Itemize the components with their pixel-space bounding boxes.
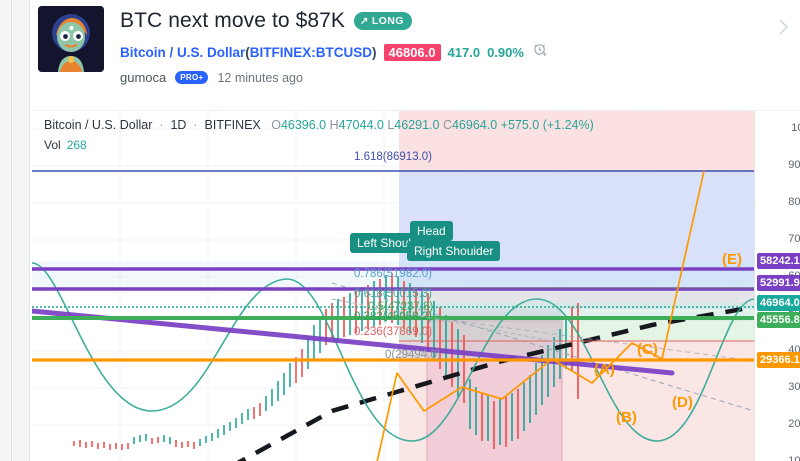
price-axis[interactable]: 10000090000.080000.070000.060000.050000.… xyxy=(754,111,800,461)
ohlc-h-label: H xyxy=(329,118,339,132)
legend-interval: 1D xyxy=(170,118,187,132)
price-axis-tick: 90000.0 xyxy=(788,159,800,171)
fibonacci-level-label: 0.786(51982.0) xyxy=(354,268,433,280)
timestamp: 12 minutes ago xyxy=(217,70,303,85)
volume-label: Vol xyxy=(44,138,61,152)
chart-container[interactable]: Bitcoin / U.S. Dollar · 1D · BITFINEX O4… xyxy=(32,110,800,461)
price-axis-label-pill: 45556.8 xyxy=(757,312,800,328)
price-axis-tick: 10000.0 xyxy=(788,455,800,461)
price-axis-label-pill: 29366.1 xyxy=(757,352,800,368)
pattern-tag: Head xyxy=(410,221,453,241)
volume-legend: Vol 268 xyxy=(44,138,87,152)
price-axis-tick: 100000 xyxy=(791,122,800,134)
fibonacci-level-label: 0.618(50015.3) xyxy=(354,288,433,300)
idea-header: BTC next move to $87K ↗ LONG Bitcoin / U… xyxy=(32,0,800,100)
page-title: BTC next move to $87K xyxy=(120,9,346,32)
meta-row: gumoca PRO+ 12 minutes ago xyxy=(120,70,303,85)
pattern-tag: Right Shouider xyxy=(407,241,501,261)
elliott-wave-label: (B) xyxy=(616,409,637,426)
ohlc-close: 46964.0 xyxy=(451,118,498,132)
ohlc-o-label: O xyxy=(271,118,281,132)
ohlc-l-label: L xyxy=(387,118,395,132)
volume-value: 268 xyxy=(66,138,87,152)
ohlc-low: 46291.0 xyxy=(394,118,440,132)
price-axis-tick: 20000.0 xyxy=(788,418,800,430)
chevron-right-icon[interactable] xyxy=(773,14,795,40)
ohlc-change-pct: (+1.24%) xyxy=(542,118,594,132)
ohlc-c-label: C xyxy=(442,118,452,132)
chart-canvas xyxy=(32,111,754,461)
fibonacci-level-label: 0.5(47237.8) xyxy=(368,301,434,313)
ohlc-high: 47044.0 xyxy=(338,118,384,132)
title-row: BTC next move to $87K ↗ LONG xyxy=(120,9,412,33)
symbol-ticker: BITFINEX:BTCUSD xyxy=(249,44,373,60)
chart-plot-area[interactable]: Bitcoin / U.S. Dollar · 1D · BITFINEX O4… xyxy=(32,111,754,461)
change-percent: 0.90% xyxy=(487,44,524,60)
paren-open: ( xyxy=(245,44,250,60)
pro-badge: PRO+ xyxy=(175,71,209,84)
pattern-tag: Left Shoul xyxy=(350,233,419,253)
alarm-clock-add-icon[interactable] xyxy=(533,42,548,62)
change-absolute: 417.0 xyxy=(447,44,481,60)
fibonacci-level-label: 1.618(86913.0) xyxy=(354,151,433,163)
price-axis-label-pill: 46964.0 xyxy=(757,295,800,311)
avatar[interactable] xyxy=(38,6,104,72)
symbol-name: Bitcoin / U.S. Dollar xyxy=(120,44,246,60)
author-name[interactable]: gumoca xyxy=(120,70,167,85)
rail-divider xyxy=(11,0,12,461)
last-price-badge: 46806.0 xyxy=(383,43,441,61)
fibonacci-level-label: 0(29494.0) xyxy=(385,349,441,361)
badge-label: LONG xyxy=(371,15,404,27)
elliott-wave-label: (E) xyxy=(722,251,742,268)
price-axis-label-pill: 52991.9 xyxy=(757,275,800,291)
legend-exchange: BITFINEX xyxy=(204,118,261,132)
left-rail xyxy=(0,0,30,461)
elliott-wave-label: (A) xyxy=(594,361,615,378)
price-axis-tick: 70000.0 xyxy=(788,233,800,245)
ohlc-open: 46396.0 xyxy=(280,118,327,132)
arrow-up-right-icon: ↗ xyxy=(360,15,369,27)
fibonacci-level-label: 0.236(37869.0) xyxy=(354,326,433,338)
symbol-link[interactable]: Bitcoin / U.S. Dollar(BITFINEX:BTCUSD) xyxy=(120,45,377,60)
status-badge-long: ↗ LONG xyxy=(354,12,412,30)
chart-legend: Bitcoin / U.S. Dollar · 1D · BITFINEX O4… xyxy=(44,118,594,132)
price-axis-tick: 80000.0 xyxy=(788,196,800,208)
elliott-wave-label: (D) xyxy=(672,394,693,411)
ohlc-change: +575.0 xyxy=(500,118,540,132)
fibonacci-level-label: 0.382(45058.2) xyxy=(354,311,433,323)
legend-symbol: Bitcoin / U.S. Dollar xyxy=(44,118,153,132)
elliott-wave-label: (C) xyxy=(637,341,658,358)
paren-close: ) xyxy=(372,44,377,60)
price-axis-label-pill: 58242.1 xyxy=(757,253,800,269)
price-axis-tick: 40000.0 xyxy=(788,344,800,356)
price-axis-tick: 30000.0 xyxy=(788,381,800,393)
symbol-row: Bitcoin / U.S. Dollar(BITFINEX:BTCUSD) 4… xyxy=(120,42,548,62)
